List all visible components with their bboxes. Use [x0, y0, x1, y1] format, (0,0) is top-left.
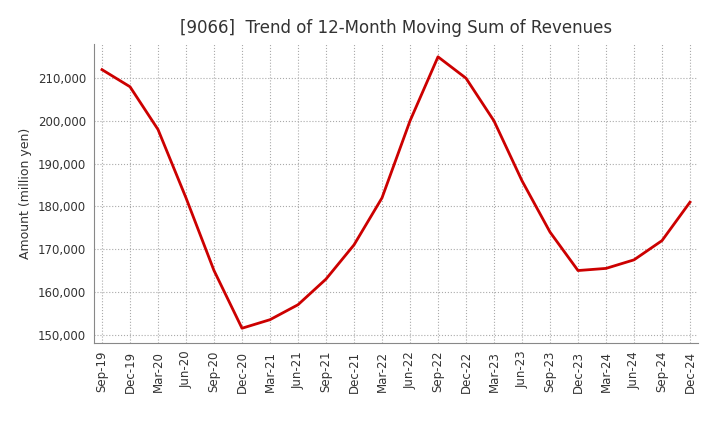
Y-axis label: Amount (million yen): Amount (million yen) — [19, 128, 32, 259]
Title: [9066]  Trend of 12-Month Moving Sum of Revenues: [9066] Trend of 12-Month Moving Sum of R… — [180, 19, 612, 37]
